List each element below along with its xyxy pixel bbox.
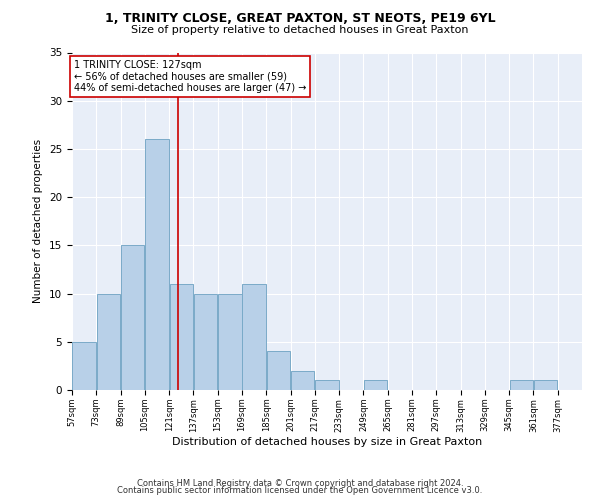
X-axis label: Distribution of detached houses by size in Great Paxton: Distribution of detached houses by size … [172,437,482,447]
Bar [194,294,217,390]
Bar [121,246,145,390]
Y-axis label: Number of detached properties: Number of detached properties [34,139,43,304]
Bar [242,284,266,390]
Bar [315,380,339,390]
Text: Size of property relative to detached houses in Great Paxton: Size of property relative to detached ho… [131,25,469,35]
Text: 1, TRINITY CLOSE, GREAT PAXTON, ST NEOTS, PE19 6YL: 1, TRINITY CLOSE, GREAT PAXTON, ST NEOTS… [104,12,496,26]
Bar [364,380,388,390]
Bar [73,342,96,390]
Bar [145,140,169,390]
Bar [266,352,290,390]
Bar [170,284,193,390]
Bar [509,380,533,390]
Bar [291,370,314,390]
Text: Contains public sector information licensed under the Open Government Licence v3: Contains public sector information licen… [118,486,482,495]
Text: 1 TRINITY CLOSE: 127sqm
← 56% of detached houses are smaller (59)
44% of semi-de: 1 TRINITY CLOSE: 127sqm ← 56% of detache… [74,60,306,94]
Bar [218,294,242,390]
Bar [97,294,120,390]
Text: Contains HM Land Registry data © Crown copyright and database right 2024.: Contains HM Land Registry data © Crown c… [137,478,463,488]
Bar [534,380,557,390]
